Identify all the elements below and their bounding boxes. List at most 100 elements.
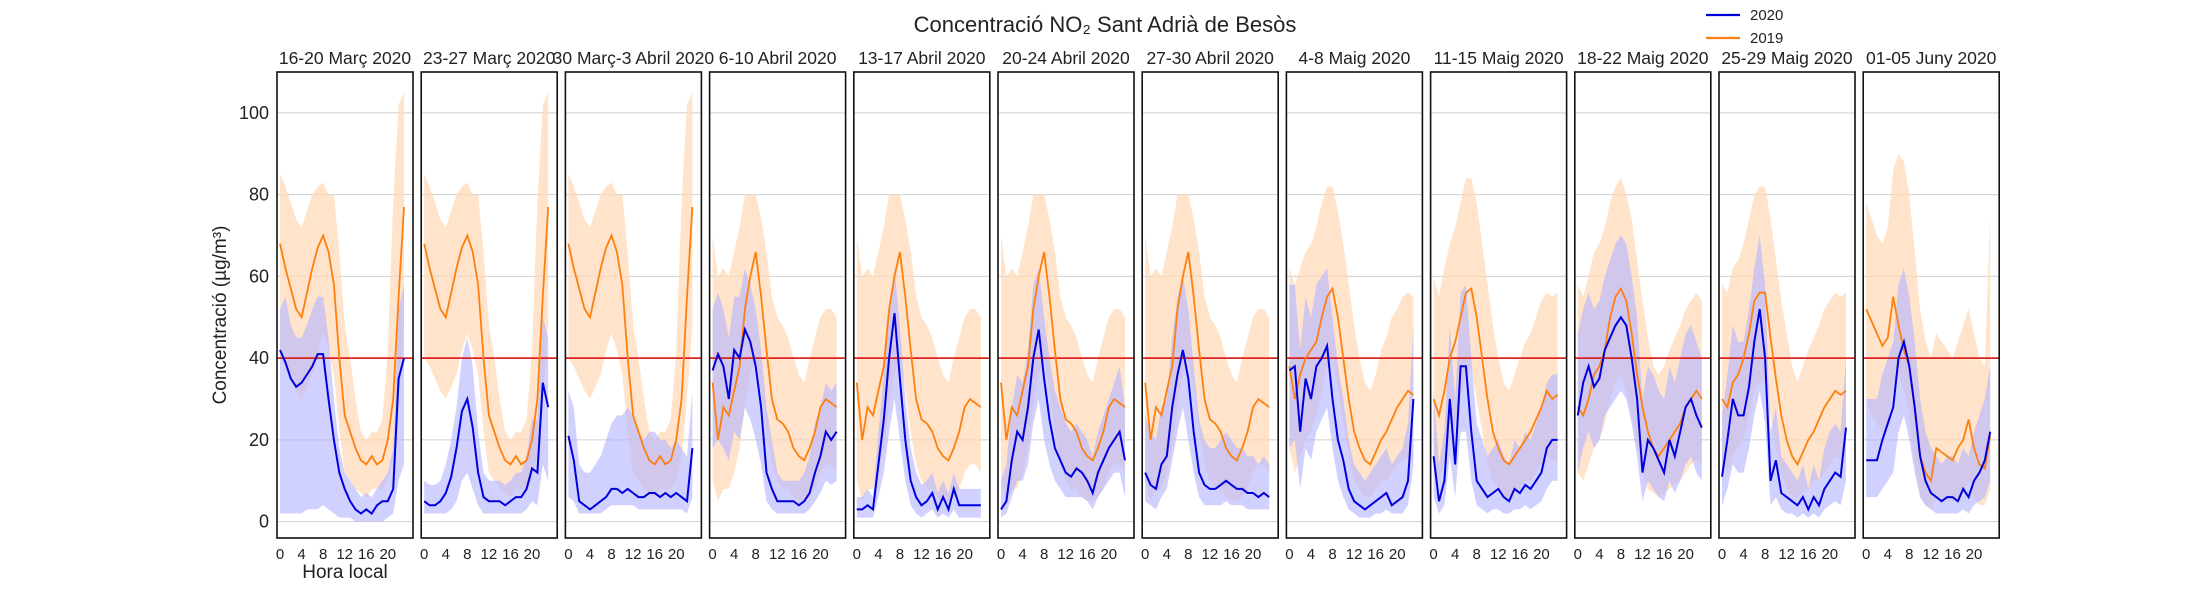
panel-6: 20-24 Abril 2020 0 4 8 12 16 20 [997, 48, 1135, 563]
x-tick-label: 20 [524, 546, 541, 563]
x-tick-label: 12 [481, 546, 498, 563]
x-tick-label: 16 [1800, 546, 1817, 563]
x-tick-label: 12 [769, 546, 786, 563]
x-tick-label: 12 [625, 546, 642, 563]
x-tick-label: 16 [646, 546, 663, 563]
band-2020 [1145, 276, 1270, 510]
x-tick-label: 8 [752, 546, 760, 563]
y-tick-label: 0 [259, 512, 269, 532]
x-tick-label: 0 [1718, 546, 1726, 563]
x-tick-label: 0 [1285, 546, 1293, 563]
band-2019 [856, 194, 981, 502]
series-line-2020 [423, 382, 550, 507]
panel-title: 11-15 Maig 2020 [1434, 48, 1564, 68]
band-2020 [280, 284, 404, 522]
x-tick-label: 8 [607, 546, 615, 563]
x-tick-label: 0 [853, 546, 861, 563]
x-tick-label: 4 [1307, 546, 1315, 563]
x-tick-label: 20 [812, 546, 829, 563]
band-2019 [1145, 194, 1270, 502]
panel-7: 27-30 Abril 2020 0 4 8 12 16 20 [1141, 48, 1279, 563]
x-tick-label: 20 [1245, 546, 1262, 563]
band-2019 [1001, 194, 1125, 502]
panel-title: 25-29 Maig 2020 [1721, 48, 1853, 68]
x-axis-label: Hora local [302, 562, 388, 583]
series-line-2020 [1288, 342, 1415, 511]
x-tick-label: 12 [1346, 546, 1363, 563]
series-line-2019 [1865, 296, 1992, 484]
x-tick-label: 16 [1367, 546, 1384, 563]
band-2020 [568, 390, 693, 514]
x-tick-label: 12 [1634, 546, 1651, 563]
x-tick-label: 4 [1595, 546, 1603, 563]
band-2020 [1289, 268, 1414, 518]
x-tick-label: 0 [1862, 546, 1870, 563]
x-tick-label: 4 [586, 546, 594, 563]
legend: 2020 2019 [1706, 7, 1783, 47]
x-tick-label: 4 [1018, 546, 1026, 563]
y-tick-label: 40 [249, 348, 269, 368]
x-tick-label: 12 [1923, 546, 1940, 563]
x-tick-label: 8 [1040, 546, 1048, 563]
chart-title: Concentració NO₂ Sant Adrià de Besòs [914, 12, 1297, 37]
panel-9: 11-15 Maig 2020 0 4 8 12 16 20 [1429, 48, 1568, 563]
band-2020 [424, 317, 549, 514]
panel-title: 01-05 Juny 2020 [1866, 48, 1997, 68]
x-tick-label: 16 [1079, 546, 1096, 563]
panel-frame [1285, 71, 1424, 539]
x-tick-label: 20 [1533, 546, 1550, 563]
panel-frame [1862, 71, 2000, 539]
series-line-2020 [1576, 315, 1703, 477]
y-tick-label: 20 [249, 430, 269, 450]
x-tick-label: 20 [1389, 546, 1406, 563]
y-tick-label: 80 [249, 185, 269, 205]
series-line-2020 [1866, 338, 1992, 503]
series-line-2020 [1432, 365, 1558, 503]
panel-title: 6-10 Abril 2020 [719, 48, 837, 68]
panel-frame [1718, 71, 1856, 539]
x-tick-label: 4 [1739, 546, 1747, 563]
x-tick-label: 4 [1163, 546, 1171, 563]
series-line-2020 [711, 326, 838, 507]
panel-frame [708, 71, 847, 539]
x-tick-label: 16 [358, 546, 375, 563]
panel-frame [420, 71, 559, 539]
panel-10: 18-22 Maig 2020 0 4 8 12 16 20 [1574, 48, 1712, 563]
x-tick-label: 4 [1451, 546, 1459, 563]
band-2020 [1577, 235, 1702, 502]
x-tick-label: 12 [1202, 546, 1219, 563]
band-2019 [280, 92, 404, 498]
x-tick-label: 20 [668, 546, 685, 563]
x-tick-label: 12 [1778, 546, 1795, 563]
panel-title: 23-27 Març 2020 [423, 48, 556, 68]
x-tick-label: 16 [1512, 546, 1529, 563]
x-tick-label: 0 [1429, 546, 1437, 563]
x-tick-label: 0 [1574, 546, 1582, 563]
panel-title: 13-17 Abril 2020 [858, 48, 986, 68]
band-2020 [1866, 268, 1991, 514]
x-tick-label: 8 [1761, 546, 1769, 563]
legend-label-2019: 2019 [1750, 30, 1783, 47]
x-tick-label: 20 [1677, 546, 1694, 563]
band-2019 [712, 194, 837, 502]
x-tick-label: 0 [1141, 546, 1149, 563]
panel-title: 30 Març-3 Abril 2020 [553, 48, 715, 68]
x-tick-label: 4 [874, 546, 882, 563]
series-line-2020 [279, 349, 405, 515]
x-tick-label: 20 [1100, 546, 1117, 563]
x-tick-label: 16 [791, 546, 808, 563]
x-tick-label: 12 [1490, 546, 1507, 563]
panel-5: 13-17 Abril 2020 0 4 8 12 16 20 [853, 48, 991, 563]
band-2019 [1722, 186, 1846, 498]
band-2019 [1866, 153, 1991, 510]
series-line-2020 [1000, 329, 1126, 510]
panel-title: 20-24 Abril 2020 [1002, 48, 1130, 68]
band-2019 [424, 92, 549, 498]
panel-frame [1141, 71, 1279, 539]
x-tick-label: 20 [956, 546, 973, 563]
panel-2: 23-27 Març 2020 0 4 8 12 16 20 [420, 48, 559, 563]
